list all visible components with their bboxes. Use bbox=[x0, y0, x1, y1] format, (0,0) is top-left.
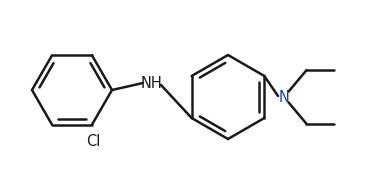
Text: N: N bbox=[279, 90, 290, 105]
Text: NH: NH bbox=[141, 77, 163, 92]
Text: Cl: Cl bbox=[86, 134, 100, 149]
